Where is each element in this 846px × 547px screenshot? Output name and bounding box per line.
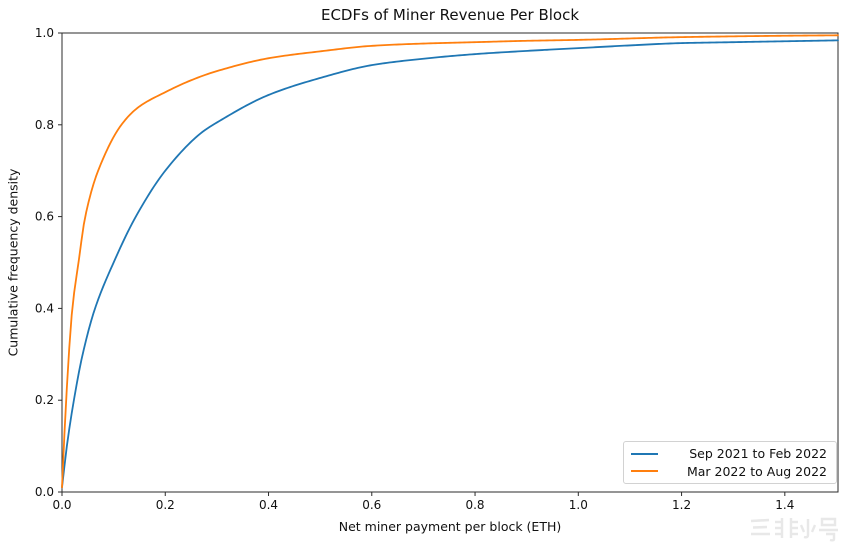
- x-tick-label: 0.4: [259, 498, 278, 512]
- y-tick-label: 0.4: [35, 301, 54, 315]
- legend-label: Mar 2022 to Aug 2022: [686, 463, 827, 479]
- y-tick-label: 1.0: [35, 26, 54, 40]
- x-axis-ticks: 0.0 0.2 0.4 0.6 0.8 1.0 1.2 1.4: [52, 492, 794, 512]
- x-tick-label: 1.0: [569, 498, 588, 512]
- feixiaohao-bars-logo: [750, 518, 770, 536]
- plot-frame: [61, 32, 839, 493]
- series-line-sep-2021-to-feb-2022: [61, 39, 839, 489]
- series-line-mar-2022-to-aug-2022: [61, 34, 839, 489]
- y-tick-label: 0.2: [35, 393, 54, 407]
- x-tick-label: 1.2: [672, 498, 691, 512]
- y-axis-label: Cumulative frequency density: [5, 168, 21, 357]
- watermark-text-glyphs: [775, 517, 838, 542]
- x-tick-label: 0.0: [52, 498, 71, 512]
- x-tick-label: 0.6: [362, 498, 381, 512]
- y-axis-ticks: 0.0 0.2 0.4 0.6 0.8 1.0: [35, 26, 62, 499]
- y-tick-label: 0.6: [35, 210, 54, 224]
- x-tick-label: 1.4: [775, 498, 794, 512]
- feixiaohao-watermark: [750, 517, 838, 542]
- x-tick-label: 0.8: [465, 498, 484, 512]
- legend-line-swatch-orange: [631, 470, 658, 473]
- y-tick-label: 0.8: [35, 118, 54, 132]
- legend-label: Sep 2021 to Feb 2022: [689, 446, 827, 462]
- x-axis-label: Net miner payment per block (ETH): [338, 519, 562, 534]
- legend-item-sep-2021-to-feb-2022: Sep 2021 to Feb 2022: [631, 445, 827, 463]
- y-tick-label: 0.0: [35, 485, 54, 499]
- chart-title: ECDFs of Miner Revenue Per Block: [320, 6, 580, 24]
- legend-item-mar-2022-to-aug-2022: Mar 2022 to Aug 2022: [631, 463, 827, 481]
- legend: Sep 2021 to Feb 2022 Mar 2022 to Aug 202…: [623, 441, 837, 484]
- x-tick-label: 0.2: [156, 498, 175, 512]
- legend-line-swatch-blue: [631, 452, 658, 455]
